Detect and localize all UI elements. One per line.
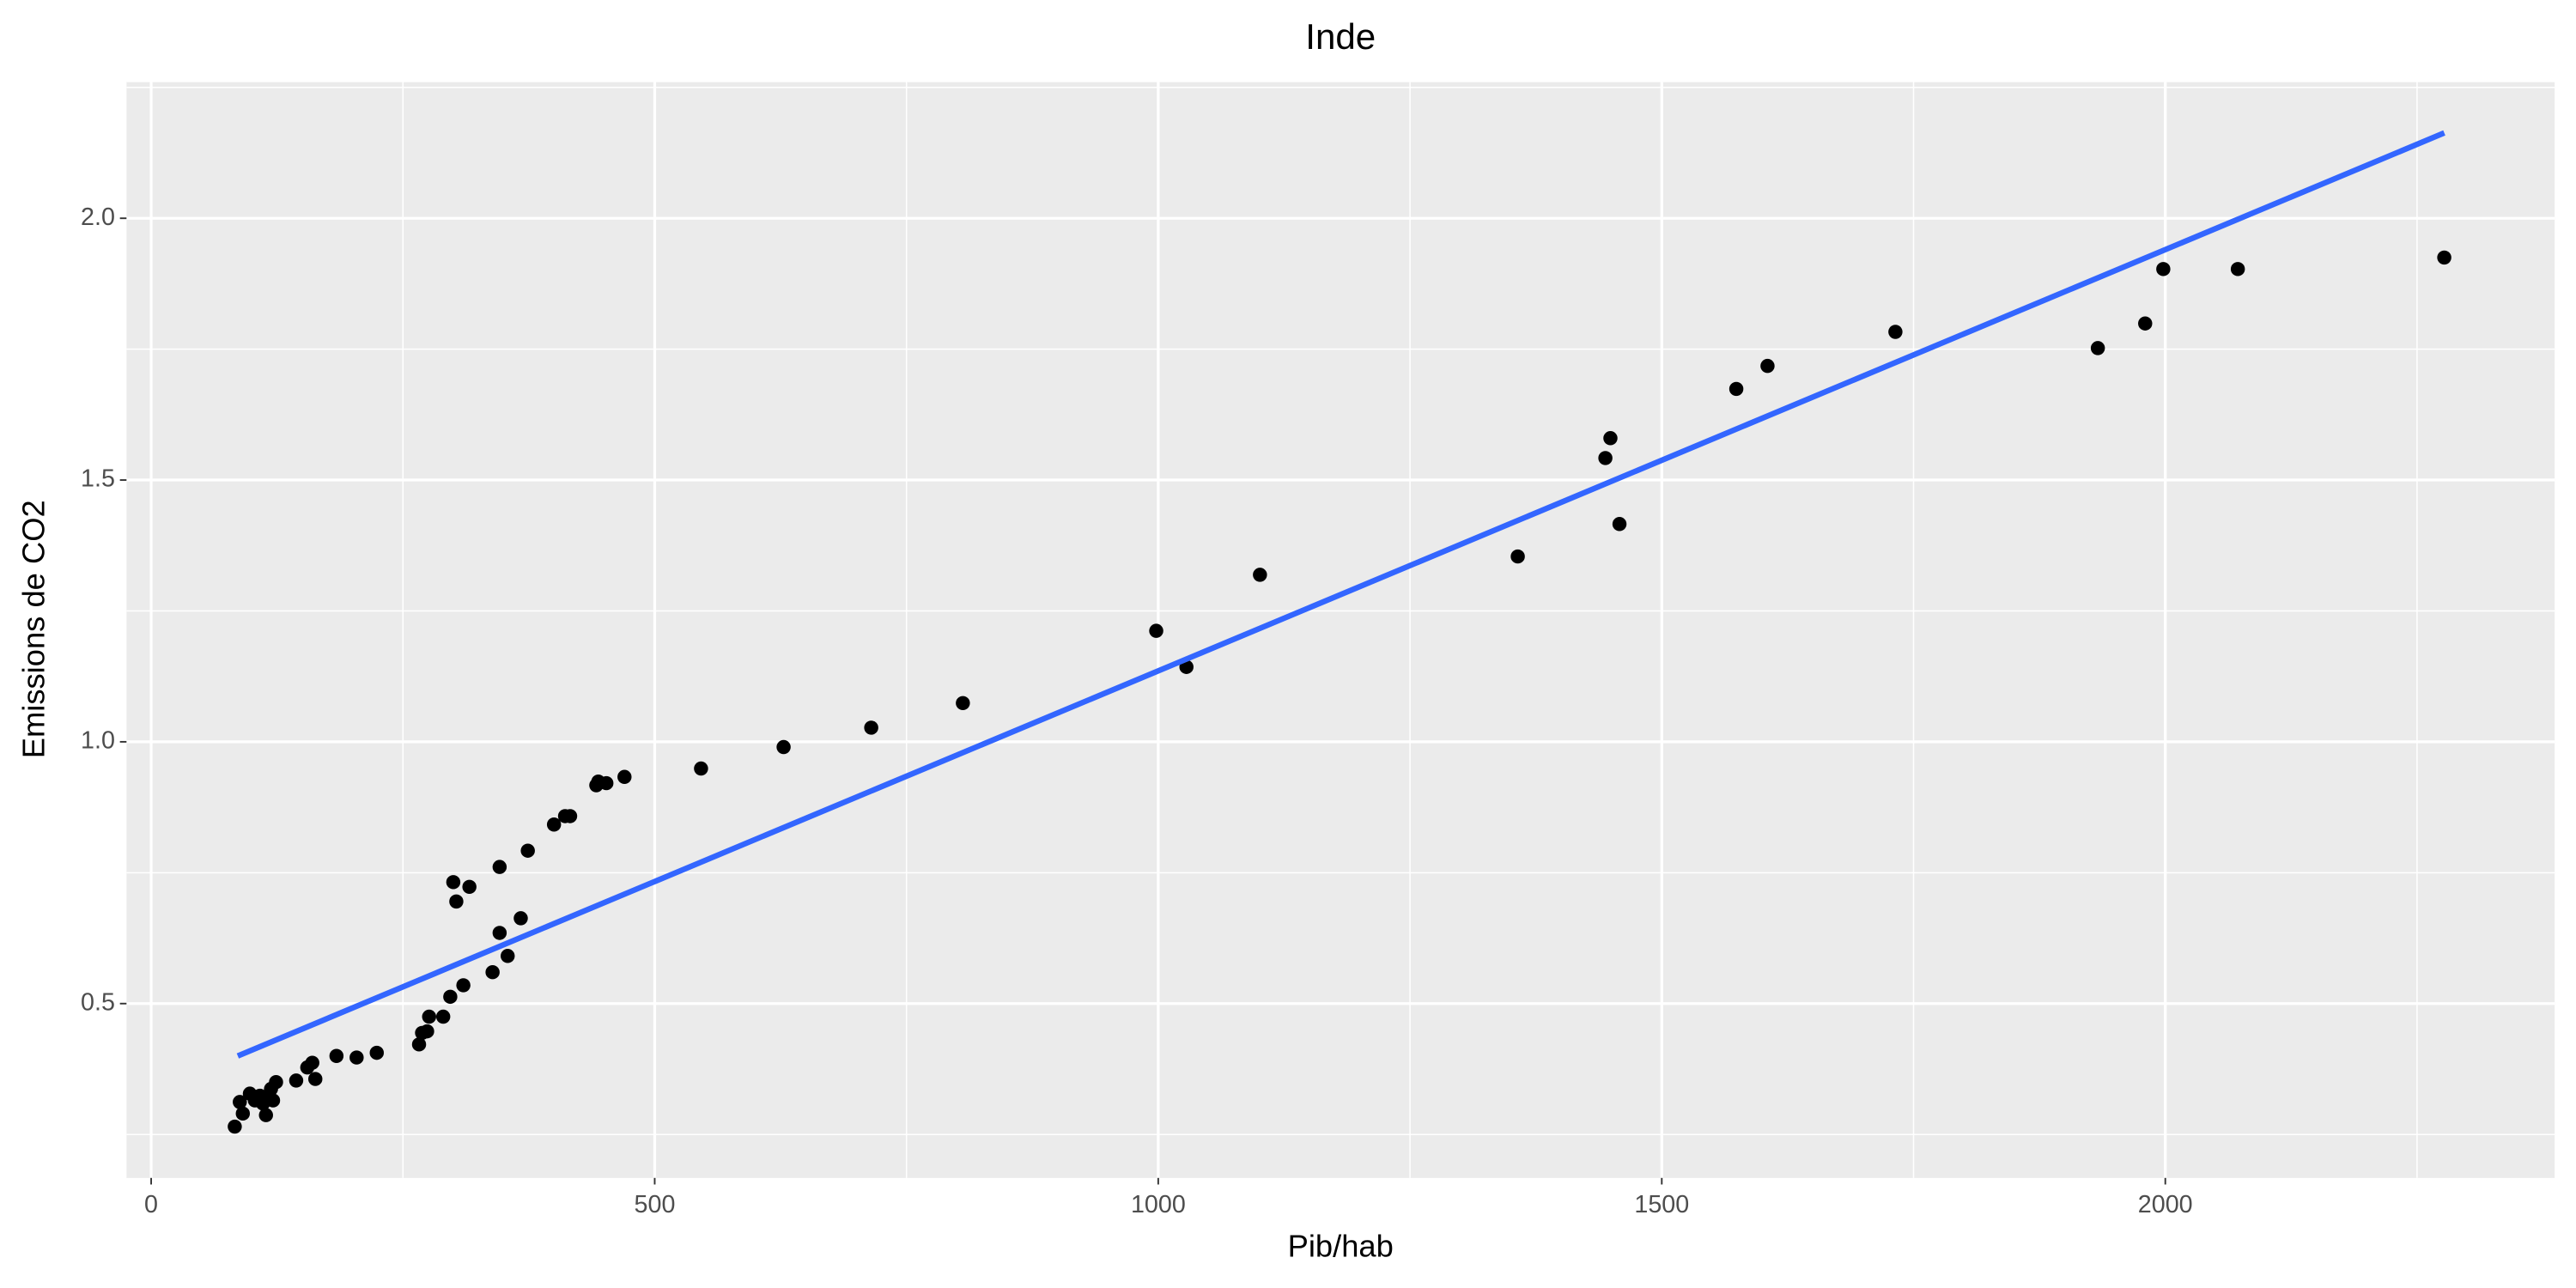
point <box>411 1037 427 1052</box>
point <box>258 1108 273 1122</box>
x-tick-label: 500 <box>635 1191 676 1218</box>
y-tick-label: 2.0 <box>81 204 115 231</box>
point <box>462 879 477 895</box>
point <box>349 1050 364 1065</box>
point <box>1728 381 1744 397</box>
point <box>307 1072 323 1086</box>
point <box>2156 262 2171 276</box>
x-tick-label: 2000 <box>2138 1191 2193 1218</box>
y-axis-title: Emissions de CO2 <box>16 500 52 758</box>
plot-panel <box>126 82 2555 1178</box>
point <box>1510 549 1525 564</box>
point <box>2230 262 2245 276</box>
point <box>269 1075 283 1090</box>
point <box>1612 517 1627 532</box>
point <box>2138 316 2153 331</box>
y-tick-label: 1.5 <box>81 465 115 493</box>
x-tick-label: 1500 <box>1634 1191 1689 1218</box>
point <box>1760 358 1775 374</box>
point <box>956 696 970 711</box>
point <box>694 761 708 776</box>
point <box>1598 451 1613 465</box>
point <box>449 894 464 909</box>
point <box>422 1009 436 1024</box>
point <box>228 1119 242 1134</box>
point <box>1888 325 1903 339</box>
point <box>520 843 535 858</box>
point <box>456 978 471 993</box>
point <box>1253 568 1267 582</box>
point <box>369 1045 384 1060</box>
trend-line <box>236 130 2445 1059</box>
point <box>443 989 458 1005</box>
point <box>2090 341 2105 355</box>
point <box>233 1095 247 1109</box>
point <box>776 739 791 755</box>
point <box>513 911 528 926</box>
point <box>492 860 507 874</box>
point <box>598 775 614 791</box>
point <box>485 964 500 980</box>
point <box>446 875 461 890</box>
point <box>435 1009 451 1024</box>
point <box>265 1093 281 1108</box>
x-axis-title: Pib/hab <box>1288 1229 1394 1264</box>
point <box>235 1106 251 1121</box>
point <box>864 720 878 735</box>
point <box>289 1073 304 1088</box>
point <box>617 769 632 784</box>
marks <box>228 130 2451 1134</box>
chart-title: Inde <box>1305 16 1376 57</box>
point <box>305 1055 319 1070</box>
point <box>2437 250 2451 265</box>
point <box>546 817 562 832</box>
point <box>329 1048 344 1063</box>
x-tick-label: 0 <box>144 1191 158 1218</box>
point <box>562 809 578 823</box>
x-tick-label: 1000 <box>1131 1191 1186 1218</box>
point <box>1149 623 1163 638</box>
point <box>492 926 507 940</box>
point <box>1603 431 1618 446</box>
point <box>501 949 515 963</box>
y-tick-label: 0.5 <box>81 988 115 1016</box>
point <box>420 1024 434 1039</box>
y-tick-label: 1.0 <box>81 726 115 754</box>
